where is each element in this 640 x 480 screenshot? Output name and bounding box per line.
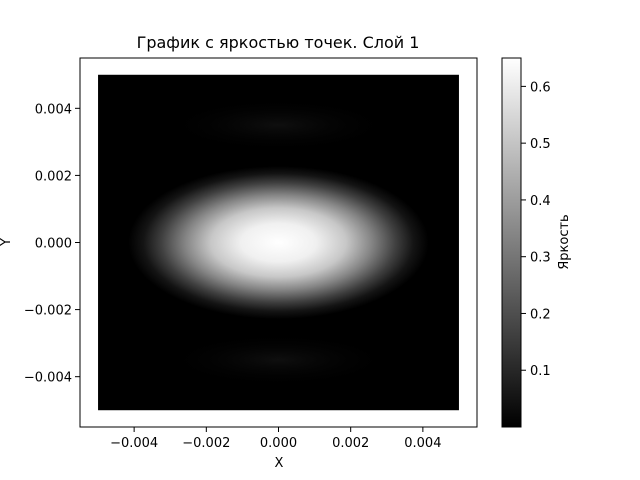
upper-faint-band xyxy=(163,98,394,152)
colorbar-tick-label: 0.1 xyxy=(530,364,551,379)
x-tick-label: 0.004 xyxy=(404,436,441,451)
y-axis: 0.004 0.002 0.000 −0.002 −0.004 xyxy=(24,102,80,386)
colorbar xyxy=(501,57,522,428)
colorbar-tick-label: 0.5 xyxy=(530,137,551,152)
heatmap-image xyxy=(98,74,459,411)
x-tick-label: −0.004 xyxy=(110,436,158,451)
colorbar-tick-label: 0.4 xyxy=(530,194,551,209)
x-tick-label: 0.000 xyxy=(260,436,297,451)
x-axis-label: X xyxy=(275,456,284,471)
y-tick-label: −0.002 xyxy=(24,304,72,319)
colorbar-tick-label: 0.3 xyxy=(530,251,551,266)
x-tick-label: −0.002 xyxy=(182,436,230,451)
y-tick-label: 0.000 xyxy=(35,237,72,252)
y-axis-label: Y xyxy=(0,238,14,247)
y-tick-label: −0.004 xyxy=(24,371,72,386)
central-bright-spot xyxy=(128,166,429,319)
chart-title: График с яркостью точек. Слой 1 xyxy=(137,33,420,52)
colorbar-axis: 0.1 0.2 0.3 0.4 0.5 0.6 xyxy=(521,80,551,379)
lower-faint-band xyxy=(163,333,394,387)
y-tick-label: 0.004 xyxy=(35,102,72,117)
x-tick-label: 0.002 xyxy=(332,436,369,451)
colorbar-tick-label: 0.2 xyxy=(530,307,551,322)
colorbar-tick-label: 0.6 xyxy=(530,80,551,95)
y-tick-label: 0.002 xyxy=(35,169,72,184)
x-axis: −0.004 −0.002 0.000 0.002 0.004 xyxy=(110,427,441,451)
colorbar-label: Яркость xyxy=(557,214,572,269)
